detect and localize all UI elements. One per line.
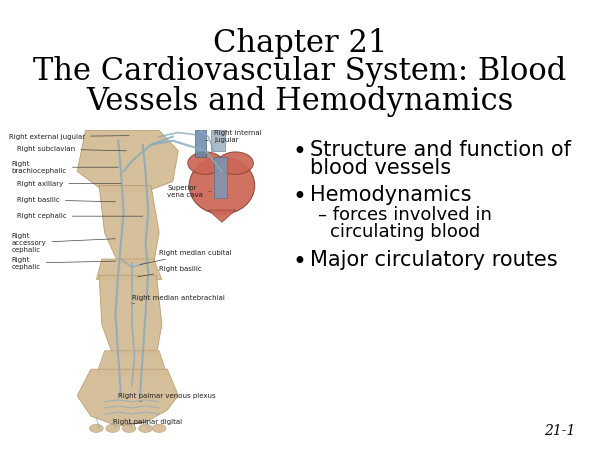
Polygon shape: [99, 185, 159, 263]
Text: blood vessels: blood vessels: [310, 158, 451, 178]
Ellipse shape: [218, 152, 253, 174]
Polygon shape: [97, 259, 162, 279]
Ellipse shape: [122, 424, 136, 432]
Polygon shape: [208, 210, 236, 222]
Ellipse shape: [89, 424, 103, 432]
Text: Right
brachiocephalic: Right brachiocephalic: [12, 161, 118, 174]
Text: •: •: [292, 140, 306, 164]
Text: Superior
vena cava: Superior vena cava: [167, 185, 211, 198]
Text: 21-1: 21-1: [544, 424, 575, 438]
Text: Right external jugular: Right external jugular: [9, 134, 129, 140]
Text: Right internal
jugular: Right internal jugular: [206, 130, 262, 143]
Text: Right basilic: Right basilic: [137, 266, 202, 277]
Polygon shape: [211, 130, 224, 151]
Text: Vessels and Hemodynamics: Vessels and Hemodynamics: [86, 86, 514, 117]
Text: •: •: [292, 185, 306, 209]
Ellipse shape: [152, 424, 166, 432]
Polygon shape: [214, 157, 227, 198]
Text: Right
accessory
cephalic: Right accessory cephalic: [12, 233, 115, 253]
Text: The Cardiovascular System: Blood: The Cardiovascular System: Blood: [34, 56, 566, 87]
Text: Right
cephalic: Right cephalic: [12, 256, 115, 270]
Ellipse shape: [188, 152, 223, 174]
Text: circulating blood: circulating blood: [330, 223, 480, 241]
Text: – forces involved in: – forces involved in: [318, 206, 492, 224]
Text: Right basilic: Right basilic: [17, 197, 115, 203]
Text: Chapter 21: Chapter 21: [213, 28, 387, 59]
Text: •: •: [292, 250, 306, 274]
Text: Right median cubital: Right median cubital: [140, 250, 232, 265]
Text: Right palmar digital: Right palmar digital: [113, 419, 182, 425]
Ellipse shape: [189, 157, 254, 214]
Text: Structure and function of: Structure and function of: [310, 140, 571, 160]
Text: Major circulatory routes: Major circulatory routes: [310, 250, 557, 270]
Polygon shape: [77, 130, 178, 192]
Text: Right palmar venous plexus: Right palmar venous plexus: [118, 393, 216, 402]
Text: Right subclavian: Right subclavian: [17, 146, 127, 152]
Ellipse shape: [139, 424, 152, 432]
Polygon shape: [99, 275, 162, 355]
Text: Right cephalic: Right cephalic: [17, 213, 143, 219]
Ellipse shape: [106, 424, 119, 432]
Polygon shape: [77, 369, 178, 426]
Polygon shape: [97, 351, 167, 375]
Text: Hemodynamics: Hemodynamics: [310, 185, 472, 205]
Text: Right median antebrachial: Right median antebrachial: [132, 295, 225, 304]
Polygon shape: [194, 130, 206, 157]
Text: Right axillary: Right axillary: [17, 180, 121, 187]
